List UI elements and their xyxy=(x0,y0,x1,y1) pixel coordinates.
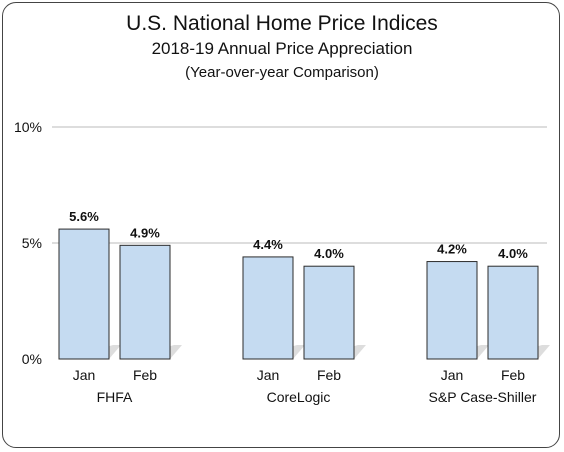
bar-value-label: 4.0% xyxy=(314,246,344,261)
bar-s-p-case-shiller-jan xyxy=(426,261,478,360)
bar-fhfa-feb xyxy=(119,244,171,360)
bar-value-label: 4.4% xyxy=(253,237,283,252)
chart-subtitle-comparison: (Year-over-year Comparison) xyxy=(185,64,379,81)
x-tick-label: Jan xyxy=(73,367,96,383)
x-tick-label: Feb xyxy=(501,367,525,383)
x-tick-label: Jan xyxy=(257,367,280,383)
labels: 0%5%10%5.6%Jan4.9%FebFHFA4.4%Jan4.0%FebC… xyxy=(14,119,537,405)
group-label: CoreLogic xyxy=(267,389,331,405)
y-tick-label: 5% xyxy=(22,235,42,251)
y-tick-label: 10% xyxy=(14,119,42,135)
y-tick-label: 0% xyxy=(22,351,42,367)
x-tick-label: Feb xyxy=(317,367,341,383)
bar-value-label: 4.9% xyxy=(130,225,160,240)
x-tick-label: Feb xyxy=(133,367,157,383)
bar-value-label: 5.6% xyxy=(69,209,99,224)
bars xyxy=(58,228,539,360)
bar-corelogic-jan xyxy=(242,256,294,360)
group-label: FHFA xyxy=(97,389,133,405)
group-label: S&P Case-Shiller xyxy=(429,389,537,405)
chart-frame xyxy=(2,2,560,448)
chart-subtitle: 2018-19 Annual Price Appreciation xyxy=(151,39,413,58)
chart-title: U.S. National Home Price Indices xyxy=(126,12,438,35)
bar-fhfa-jan xyxy=(58,228,110,360)
gridlines xyxy=(52,126,547,244)
bar-s-p-case-shiller-feb xyxy=(487,265,539,360)
x-tick-label: Jan xyxy=(441,367,464,383)
bar-value-label: 4.0% xyxy=(498,246,528,261)
bar-value-label: 4.2% xyxy=(437,242,467,257)
bar-corelogic-feb xyxy=(303,265,355,360)
